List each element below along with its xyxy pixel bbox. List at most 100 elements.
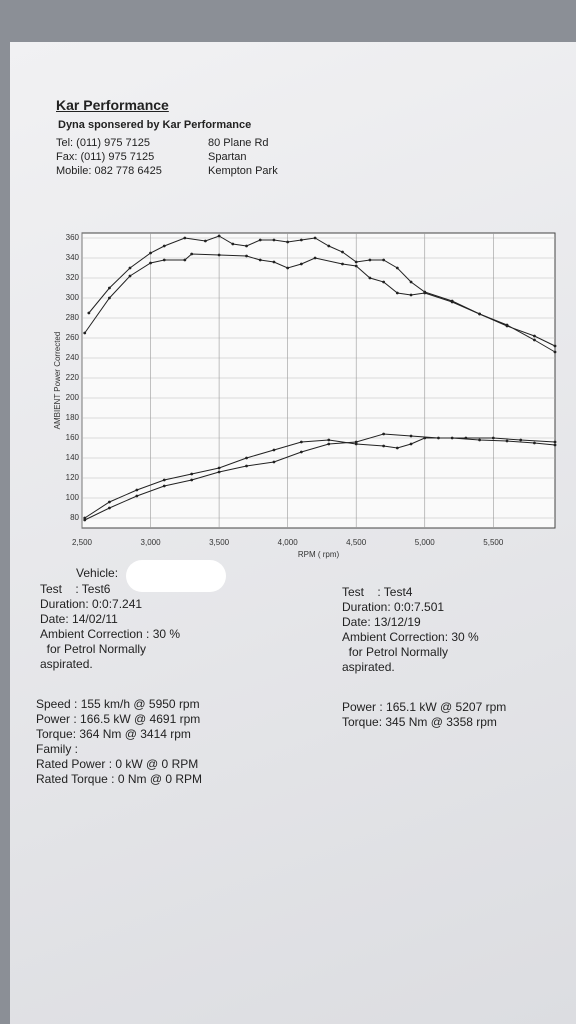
text-line: Kempton Park <box>208 165 278 177</box>
data-point <box>245 456 248 460</box>
company: Kar Performance <box>56 97 169 113</box>
text-line: Torque: 345 Nm @ 3358 rpm <box>342 715 497 729</box>
data-point <box>183 258 187 262</box>
data-point <box>299 262 303 266</box>
subtitle: Dyna sponsered by Kar Performance <box>58 119 252 131</box>
data-point <box>83 518 87 522</box>
vehicle: Vehicle: <box>76 566 119 580</box>
results-right: Power : 165.1 kW @ 5207 rpm Torque: 345 N… <box>342 700 506 730</box>
test-left: Test : Test6 Duration: 0:0:7.241 Date: 14/… <box>40 582 180 672</box>
data-point <box>135 488 139 492</box>
data-point <box>478 312 481 316</box>
data-point <box>135 494 139 498</box>
data-point <box>128 274 132 278</box>
text-line: Power : 165.1 kW @ 5207 rpm <box>342 700 507 714</box>
series-line <box>84 433 556 521</box>
x-axis-label: RPM ( rpm) <box>298 550 340 559</box>
data-point <box>553 443 557 447</box>
text-line: Spartan <box>208 151 247 163</box>
contact: Tel: (011) 975 7125 Fax: (011) 975 7125 Mo… <box>56 136 162 178</box>
data-point <box>162 244 166 248</box>
data-point <box>313 256 317 260</box>
text-line: Ambient Correction: 30 % <box>342 630 479 644</box>
data-point <box>354 440 358 444</box>
series-line <box>88 235 556 347</box>
data-point <box>162 478 166 482</box>
y-tick-label: 280 <box>66 313 80 322</box>
data-point <box>553 344 557 348</box>
chart: 80 100 120 140 160 180 200 220 240 260 280 300 320 34… <box>53 232 557 559</box>
data-point <box>519 438 523 442</box>
data-point <box>162 484 166 488</box>
data-point <box>395 291 399 295</box>
data-point <box>409 280 413 284</box>
data-point <box>87 311 91 315</box>
data-point <box>162 258 166 262</box>
data-point <box>382 258 386 262</box>
data-point <box>190 472 194 476</box>
y-tick-label: 320 <box>66 273 80 282</box>
data-point <box>286 240 290 244</box>
text-line: Speed : 155 km/h @ 5950 rpm <box>36 697 200 711</box>
data-point <box>190 252 194 256</box>
data-point <box>245 464 248 468</box>
y-tick-label: 220 <box>66 373 80 382</box>
x-tick-label: 5,000 <box>415 538 436 547</box>
data-point <box>83 331 87 335</box>
y-tick-label: 300 <box>66 293 80 302</box>
data-point <box>203 239 207 243</box>
data-point <box>395 266 399 270</box>
data-point <box>183 236 187 240</box>
data-point <box>299 450 303 454</box>
text-line: Test : Test4 <box>342 585 413 599</box>
data-point <box>258 238 262 242</box>
text-line: 80 Plane Rd <box>208 137 269 149</box>
data-point <box>217 253 221 257</box>
data-point <box>354 260 358 264</box>
data-point <box>450 300 454 304</box>
data-point <box>272 460 276 464</box>
data-point <box>368 258 372 262</box>
data-point <box>149 261 152 265</box>
data-point <box>491 436 495 440</box>
y-tick-label: 180 <box>66 413 80 422</box>
data-point <box>217 470 221 474</box>
data-point <box>368 276 372 280</box>
redaction <box>126 560 226 592</box>
data-point <box>553 440 557 444</box>
data-point <box>258 258 262 262</box>
data-point <box>423 436 427 440</box>
data-point <box>299 238 303 242</box>
text-line: Rated Torque : 0 Nm @ 0 RPM <box>36 772 203 786</box>
data-point <box>108 506 111 510</box>
data-point <box>505 439 509 443</box>
data-point <box>217 234 221 238</box>
data-point <box>553 350 557 354</box>
data-point <box>354 442 358 446</box>
data-point <box>231 242 235 246</box>
data-point <box>128 266 132 270</box>
data-point <box>533 334 536 338</box>
data-point <box>327 442 331 446</box>
text-line: aspirated. <box>342 660 395 674</box>
series-line <box>84 437 556 519</box>
data-point <box>272 448 276 452</box>
x-tick-label: 2,500 <box>72 538 93 547</box>
data-point <box>533 441 536 445</box>
address: 80 Plane Rd Spartan Kempton Park <box>208 136 278 178</box>
text-line: Rated Power : 0 kW @ 0 RPM <box>36 757 199 771</box>
y-tick-label: 260 <box>66 333 80 342</box>
y-tick-label: 340 <box>66 253 80 262</box>
data-point <box>108 500 111 504</box>
data-point <box>108 286 111 290</box>
text-line: Duration: 0:0:7.241 <box>40 597 143 611</box>
x-tick-label: 4,000 <box>278 538 299 547</box>
paper <box>10 42 576 1024</box>
x-tick-label: 5,500 <box>483 538 504 547</box>
y-tick-label: 100 <box>66 493 80 502</box>
data-point <box>108 296 111 300</box>
x-tick-label: 3,500 <box>209 538 230 547</box>
data-point <box>217 466 221 470</box>
data-point <box>245 254 248 258</box>
